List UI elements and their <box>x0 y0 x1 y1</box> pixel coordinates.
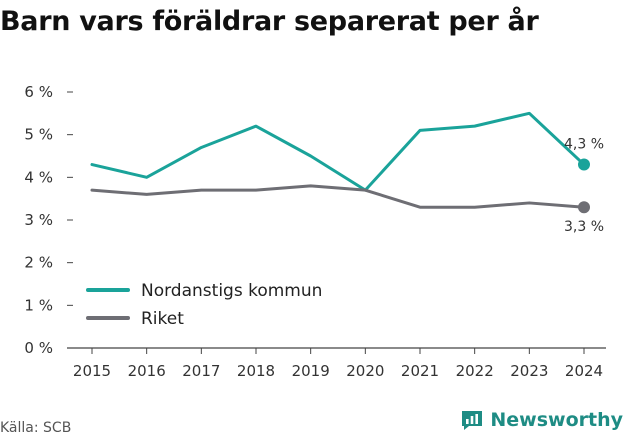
source-note: Källa: SCB <box>0 420 72 436</box>
y-tick-label: 3 % <box>24 211 53 229</box>
series-end-point-0 <box>578 158 590 171</box>
series-end-point-1 <box>578 201 590 214</box>
chart-title: Barn vars föräldrar separerat per år <box>0 6 539 37</box>
x-tick-label: 2019 <box>292 362 330 380</box>
y-tick-label: 0 % <box>24 339 53 357</box>
y-tick-label: 5 % <box>24 126 53 144</box>
x-tick-label: 2022 <box>456 362 494 380</box>
x-tick-label: 2015 <box>73 362 111 380</box>
x-tick-label: 2020 <box>346 362 384 380</box>
brand-logo: Newsworthy <box>460 408 623 432</box>
x-tick-label: 2018 <box>237 362 275 380</box>
y-tick-label: 6 % <box>24 83 53 101</box>
legend-label: Nordanstigs kommun <box>141 281 322 301</box>
y-tick-label: 2 % <box>24 254 53 272</box>
y-tick-label: 1 % <box>24 296 53 314</box>
x-tick-label: 2021 <box>401 362 439 380</box>
x-tick-label: 2024 <box>565 362 603 380</box>
series-end-label-0: 4,3 % <box>564 137 604 153</box>
bar-chart-speech-icon <box>462 411 483 430</box>
y-tick-label: 4 % <box>24 168 53 186</box>
series-end-label-1: 3,3 % <box>564 219 604 235</box>
x-tick-label: 2016 <box>128 362 166 380</box>
legend-label: Riket <box>141 309 184 329</box>
series-line-1 <box>90 184 586 209</box>
series-line-0 <box>90 111 586 192</box>
brand-name: Newsworthy <box>490 409 623 431</box>
x-tick-label: 2023 <box>510 362 548 380</box>
x-tick-label: 2017 <box>182 362 220 380</box>
